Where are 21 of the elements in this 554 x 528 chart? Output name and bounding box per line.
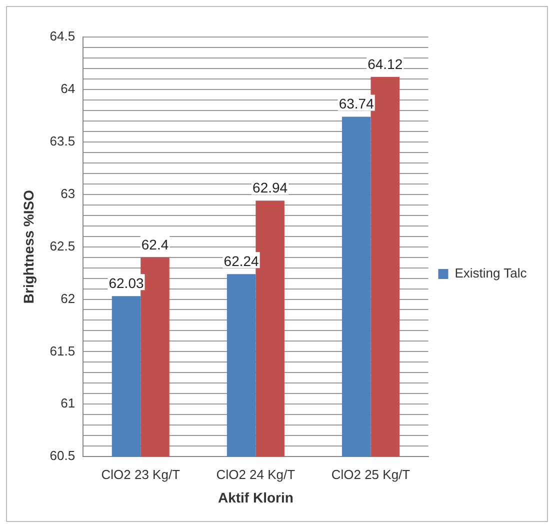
y-tick-label: 64 xyxy=(60,81,76,96)
y-tick-label: 64.5 xyxy=(50,28,76,44)
x-tick-label: ClO2 23 Kg/T xyxy=(101,466,180,482)
legend-label: Existing Talc xyxy=(454,266,528,281)
y-tick-label: 62 xyxy=(60,290,76,306)
y-tick-label: 61 xyxy=(60,396,76,411)
data-label: 63.74 xyxy=(338,96,374,112)
y-tick-label: 61.5 xyxy=(50,343,76,358)
y-tick-label: 62.5 xyxy=(50,238,76,254)
y-tick-label: 63 xyxy=(60,186,76,201)
data-label: 62.24 xyxy=(224,253,260,270)
data-label: 62.4 xyxy=(141,236,169,252)
y-tick-label: 60.5 xyxy=(50,448,76,464)
data-label: 62.03 xyxy=(108,275,144,292)
data-label: 64.12 xyxy=(368,56,403,72)
y-axis-title: Brightness %ISO xyxy=(20,190,36,304)
y-tick-label: 63.5 xyxy=(50,133,76,148)
x-axis-title: Aktif Klorin xyxy=(218,489,294,506)
x-tick-label: ClO2 24 Kg/T xyxy=(216,466,296,482)
data-label: 62.94 xyxy=(252,180,288,196)
x-tick-label: ClO2 25 Kg/T xyxy=(331,466,410,482)
